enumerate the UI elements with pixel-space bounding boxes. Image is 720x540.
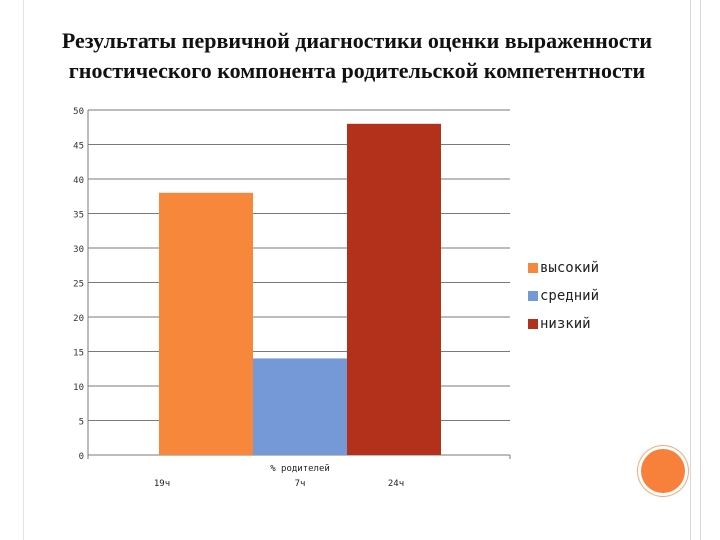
chart-legend: высокий средний низкий xyxy=(528,254,599,338)
bar-средний xyxy=(253,358,347,455)
bar-высокий xyxy=(159,192,253,456)
legend-item-средний: средний xyxy=(528,282,599,310)
title-line-1: Результаты первичной диагностики оценки … xyxy=(61,28,653,53)
y-tick-label: 0 xyxy=(79,452,84,462)
bar-count-label: 19ч xyxy=(154,479,170,489)
legend-swatch xyxy=(528,291,538,301)
bar-count-label: 7ч xyxy=(295,479,306,489)
y-tick-label: 5 xyxy=(79,418,84,428)
x-axis-label: % родителей xyxy=(270,464,330,474)
decorative-orange-circle xyxy=(641,449,685,493)
legend-swatch xyxy=(528,263,538,273)
y-tick-label: 30 xyxy=(73,245,84,255)
y-tick-label: 15 xyxy=(73,349,84,359)
left-border-line xyxy=(0,0,24,540)
legend-item-высокий: высокий xyxy=(528,254,599,282)
y-tick-label: 25 xyxy=(73,280,84,290)
bar-низкий xyxy=(347,123,441,456)
y-tick-label: 20 xyxy=(73,314,84,324)
slide-title: Результаты первичной диагностики оценки … xyxy=(24,26,690,86)
bar-count-label: 24ч xyxy=(388,479,404,489)
y-tick-label: 10 xyxy=(73,383,84,393)
y-tick-label: 45 xyxy=(73,142,84,152)
legend-label: средний xyxy=(540,288,600,304)
y-tick-label: 35 xyxy=(73,211,84,221)
y-tick-label: 50 xyxy=(73,107,84,117)
title-line-2: гностического компонента родительской ко… xyxy=(68,58,646,83)
legend-label: высокий xyxy=(540,260,600,276)
legend-swatch xyxy=(528,319,538,329)
legend-label: низкий xyxy=(540,316,591,332)
y-tick-label: 40 xyxy=(73,176,84,186)
right-border-lines xyxy=(690,0,720,540)
legend-item-низкий: низкий xyxy=(528,310,599,338)
